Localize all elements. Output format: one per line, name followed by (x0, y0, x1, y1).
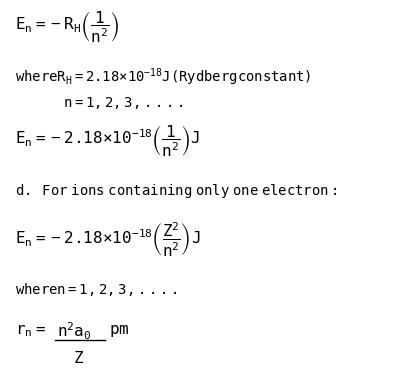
Text: $\mathtt{wheren=1,2,3,....}$: $\mathtt{wheren=1,2,3,....}$ (15, 281, 177, 298)
Text: $\mathtt{n^2a_0}$: $\mathtt{n^2a_0}$ (57, 320, 92, 342)
Text: $\mathtt{Z}$: $\mathtt{Z}$ (73, 350, 84, 366)
Text: $\mathtt{n=1,2,3,....}$: $\mathtt{n=1,2,3,....}$ (63, 95, 183, 111)
Text: $\mathtt{E_n=-2.18{\times}10^{-18}\left(\dfrac{Z^2}{n^2}\right)J}$: $\mathtt{E_n=-2.18{\times}10^{-18}\left(… (15, 221, 200, 259)
Text: $\mathtt{whereR_H=2.18{\times}10^{-18}J(Rydbergconstant)}$: $\mathtt{whereR_H=2.18{\times}10^{-18}J(… (15, 66, 311, 87)
Text: $\mathtt{pm}$: $\mathtt{pm}$ (109, 323, 130, 339)
Text: $\mathtt{r_n=}$: $\mathtt{r_n=}$ (15, 323, 46, 339)
Text: $\mathtt{E_n=-2.18{\times}10^{-18}\left(\dfrac{1}{n^2}\right)J}$: $\mathtt{E_n=-2.18{\times}10^{-18}\left(… (15, 124, 200, 159)
Text: $\mathtt{d.\;\;For\;ions\;containing\;only\;one\;electron:}$: $\mathtt{d.\;\;For\;ions\;containing\;on… (15, 182, 337, 199)
Text: $\mathtt{E_n=-R_H\left(\dfrac{1}{n^2}\right)}$: $\mathtt{E_n=-R_H\left(\dfrac{1}{n^2}\ri… (15, 10, 119, 45)
